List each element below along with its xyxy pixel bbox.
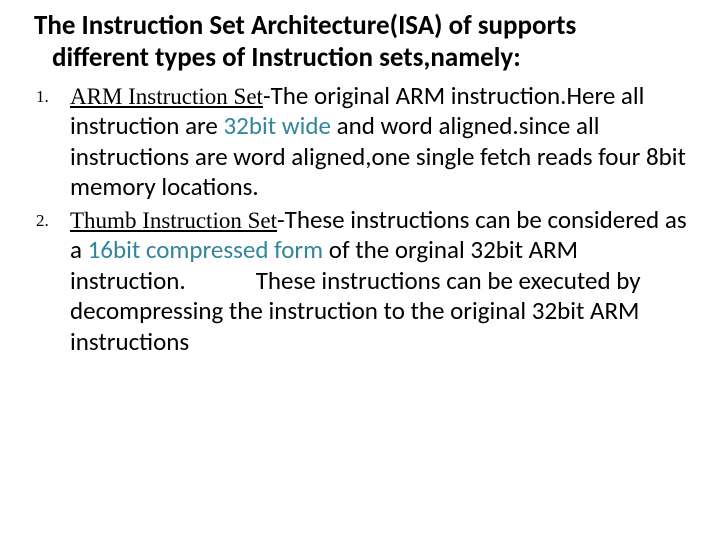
slide-heading: The Instruction Set Architecture(ISA) of…: [28, 10, 692, 75]
item-highlight: 16bit compressed form: [88, 234, 323, 265]
instruction-set-name: ARM Instruction Set: [70, 84, 263, 109]
item-highlight: 32bit wide: [224, 110, 331, 141]
instruction-set-name: Thumb Instruction Set: [70, 208, 277, 233]
slide: { "heading_line1": "The Instruction Set …: [0, 0, 720, 540]
heading-line-2: different types of Instruction sets,name…: [34, 42, 692, 74]
heading-line-1: The Instruction Set Architecture(ISA) of…: [34, 9, 576, 42]
list-item: ARM Instruction Set-The original ARM ins…: [62, 81, 692, 203]
list-item: Thumb Instruction Set-These instructions…: [62, 205, 692, 358]
instruction-set-list: ARM Instruction Set-The original ARM ins…: [28, 81, 692, 358]
